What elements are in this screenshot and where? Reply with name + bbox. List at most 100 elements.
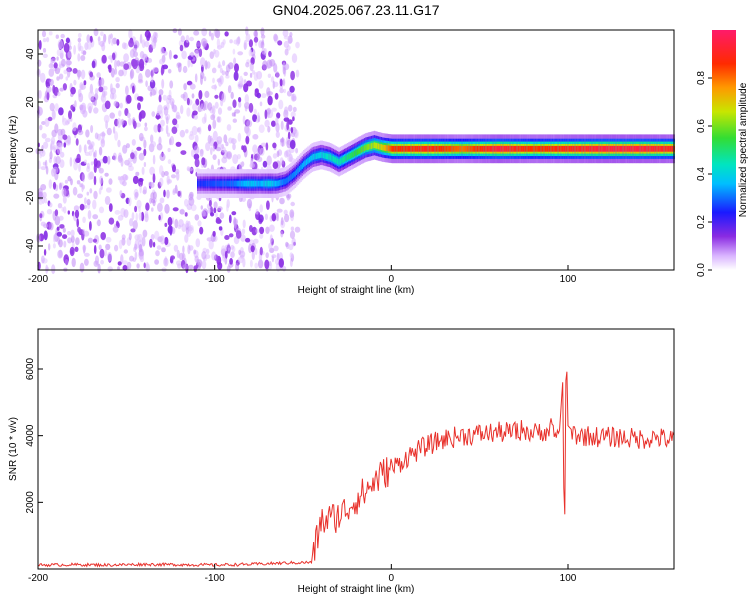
ridge-cell xyxy=(530,145,533,152)
noise-mark xyxy=(153,31,157,38)
ridge-cell xyxy=(581,145,583,152)
noise-mark xyxy=(212,130,218,141)
ridge-cell xyxy=(295,169,298,175)
noise-mark xyxy=(252,144,258,154)
noise-mark xyxy=(128,29,133,39)
noise-mark xyxy=(131,139,136,146)
noise-mark xyxy=(99,175,103,185)
noise-mark xyxy=(160,119,165,127)
ridge-cell xyxy=(238,180,240,187)
ridge-cell xyxy=(284,178,287,185)
ridge-cell xyxy=(366,144,369,150)
noise-mark xyxy=(162,64,169,70)
noise-mark xyxy=(93,107,99,114)
ridge-cell xyxy=(294,170,297,177)
ridge-cell xyxy=(464,145,466,152)
noise-mark xyxy=(267,95,273,106)
ridge-cell xyxy=(219,180,222,187)
noise-mark xyxy=(70,86,76,95)
noise-mark xyxy=(179,129,186,138)
noise-mark xyxy=(98,86,104,93)
ridge-cell xyxy=(254,180,257,187)
noise-mark xyxy=(120,254,124,264)
noise-mark xyxy=(149,238,153,248)
noise-mark xyxy=(141,39,146,49)
noise-mark xyxy=(245,61,250,68)
noise-mark xyxy=(283,209,288,215)
noise-mark xyxy=(109,33,113,39)
ridge-cell xyxy=(671,145,674,152)
ridge-cell xyxy=(262,180,264,187)
noise-mark xyxy=(230,244,235,250)
noise-mark xyxy=(177,28,182,36)
noise-mark xyxy=(282,78,286,87)
noise-mark xyxy=(253,108,257,116)
noise-mark xyxy=(258,214,264,223)
noise-mark xyxy=(151,207,154,212)
noise-mark xyxy=(126,112,131,119)
ridge-cell xyxy=(373,142,376,149)
ridge-cell xyxy=(598,145,600,152)
noise-mark xyxy=(112,126,116,134)
noise-mark xyxy=(202,40,207,48)
noise-mark xyxy=(89,143,93,150)
noise-mark xyxy=(285,241,289,247)
noise-mark xyxy=(90,125,94,133)
noise-mark xyxy=(212,154,217,161)
noise-mark xyxy=(79,82,84,91)
ridge-cell xyxy=(646,145,648,152)
noise-mark xyxy=(223,134,228,144)
noise-mark xyxy=(272,161,279,169)
noise-mark xyxy=(100,232,106,240)
noise-mark xyxy=(165,124,169,135)
ridge-cell xyxy=(365,144,367,151)
noise-mark xyxy=(227,85,232,94)
noise-mark xyxy=(192,110,198,116)
ridge-cell xyxy=(476,145,479,152)
noise-mark xyxy=(158,136,162,146)
noise-mark xyxy=(201,260,207,270)
ridge-cell xyxy=(382,144,384,151)
noise-mark xyxy=(176,171,180,181)
ridge-cell xyxy=(604,145,606,152)
noise-mark xyxy=(294,226,301,233)
noise-mark xyxy=(225,70,229,76)
noise-mark xyxy=(117,261,122,266)
ridge-cell xyxy=(273,180,275,187)
noise-mark xyxy=(215,212,218,218)
noise-mark xyxy=(163,189,166,198)
noise-mark xyxy=(287,119,293,125)
noise-mark xyxy=(244,94,249,104)
noise-mark xyxy=(58,239,63,248)
noise-mark xyxy=(248,49,253,57)
ridge-cell xyxy=(383,144,386,151)
noise-mark xyxy=(57,91,61,97)
ridge-cell xyxy=(271,180,274,187)
ridge-cell xyxy=(353,150,356,157)
x-tick-label: 0 xyxy=(389,573,395,584)
noise-mark xyxy=(192,103,198,111)
ridge-cell xyxy=(571,145,574,152)
noise-mark xyxy=(211,251,217,261)
noise-mark xyxy=(172,164,176,173)
noise-mark xyxy=(159,197,165,204)
noise-mark xyxy=(276,150,280,158)
noise-mark xyxy=(180,94,186,99)
noise-mark xyxy=(188,197,195,206)
noise-mark xyxy=(165,116,169,125)
ridge-cell xyxy=(537,145,540,152)
noise-mark xyxy=(42,38,47,43)
ridge-cell xyxy=(336,158,339,165)
noise-mark xyxy=(133,120,137,129)
ridge-cell xyxy=(580,145,582,152)
noise-mark xyxy=(163,257,169,267)
noise-mark xyxy=(281,159,285,165)
snr-y-ticks: 2000 4000 6000 xyxy=(25,357,43,513)
x-tick-label: -200 xyxy=(28,274,48,285)
noise-mark xyxy=(276,112,281,119)
ridge-cell xyxy=(351,152,353,158)
noise-mark xyxy=(123,209,129,218)
noise-mark xyxy=(193,30,200,36)
ridge-cell xyxy=(639,145,641,152)
noise-mark xyxy=(254,88,259,93)
